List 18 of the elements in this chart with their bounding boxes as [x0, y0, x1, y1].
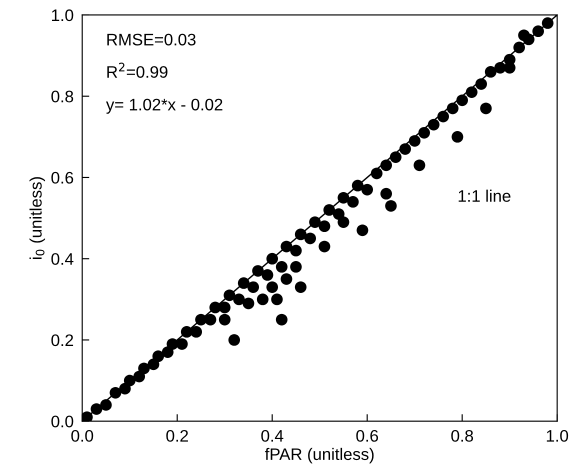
y-tick-label: 0.8 — [51, 90, 74, 102]
x-tick-label: 0.4 — [261, 430, 284, 442]
y-tick-label: 0.6 — [51, 172, 74, 184]
y-tick-label: 0.4 — [51, 253, 74, 265]
annotation: R$^{2}$=0.99 — [107, 62, 168, 78]
x-tick-label: 0.8 — [451, 430, 474, 442]
y-tick-label: 0.0 — [51, 416, 74, 428]
y-tick-label: 0.2 — [51, 334, 74, 346]
x-tick-label: 0.2 — [166, 430, 188, 442]
x-axis-title: fPAR (unitless) — [264, 448, 374, 464]
annotation: y= 1.02*x - 0.02 — [106, 98, 222, 114]
y-axis-title: i$_{0}$ (unitless) — [30, 177, 46, 259]
x-tick-label: 0.0 — [71, 430, 94, 442]
annotation: 1:1 line — [458, 190, 510, 202]
x-tick-label: 0.6 — [356, 430, 378, 442]
annotation: RMSE=0.03 — [107, 34, 196, 46]
x-tick-label: 1.0 — [546, 430, 568, 442]
y-tick-label: 1.0 — [52, 9, 74, 22]
